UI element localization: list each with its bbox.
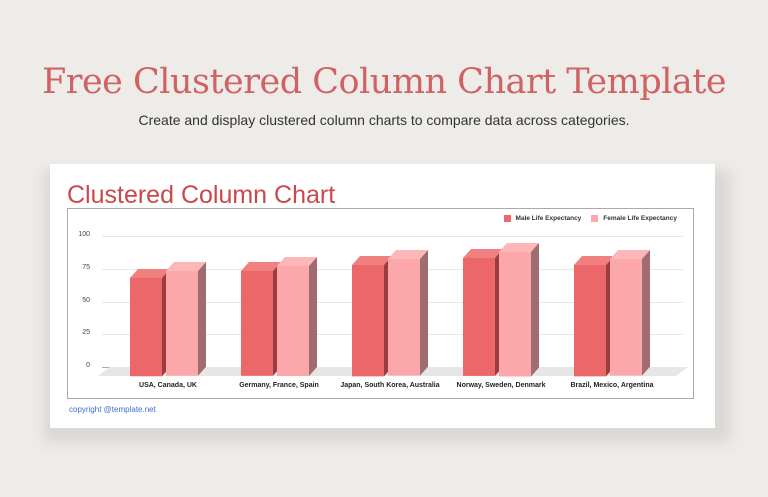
copyright-text: copyright @template.net: [69, 405, 156, 414]
chart-title: Clustered Column Chart: [67, 181, 336, 209]
page-subtitle: Create and display clustered column char…: [138, 112, 630, 128]
legend-label-male: Male Life Expectancy: [515, 215, 582, 222]
x-category-label: Brazil, Mexico, Argentina: [570, 382, 654, 389]
y-tick-label: 50: [82, 296, 90, 304]
y-tick-label: 0: [86, 362, 90, 369]
y-tick-label: 100: [78, 231, 90, 238]
legend-label-female: Female Life Expectancy: [603, 215, 677, 222]
x-category-label: Germany, France, Spain: [239, 382, 319, 389]
legend-swatch-male: [503, 215, 511, 222]
bar-male: [352, 255, 392, 376]
bar-female: [610, 250, 650, 376]
bar-female: [277, 256, 317, 376]
bar-female: [388, 250, 428, 376]
legend-item-female: Female Life Expectancy: [591, 215, 677, 222]
chart-legend: Male Life Expectancy Female Life Expecta…: [503, 215, 677, 222]
legend-item-male: Male Life Expectancy: [503, 215, 582, 222]
x-category-label: Japan, South Korea, Australia: [340, 382, 440, 389]
y-tick-label: 75: [82, 263, 90, 271]
legend-swatch-female: [591, 215, 599, 222]
x-category-label: Norway, Sweden, Denmark: [456, 382, 546, 389]
bar-male: [463, 249, 503, 376]
chart-frame: Male Life Expectancy Female Life Expecta…: [67, 208, 694, 399]
x-category-label: USA, Canada, UK: [139, 382, 197, 389]
bar-female: [166, 262, 206, 376]
page-title: Free Clustered Column Chart Template: [41, 62, 727, 102]
gridline: [102, 236, 683, 237]
y-tick-label: 25: [82, 329, 90, 337]
bar-female: [499, 242, 539, 376]
